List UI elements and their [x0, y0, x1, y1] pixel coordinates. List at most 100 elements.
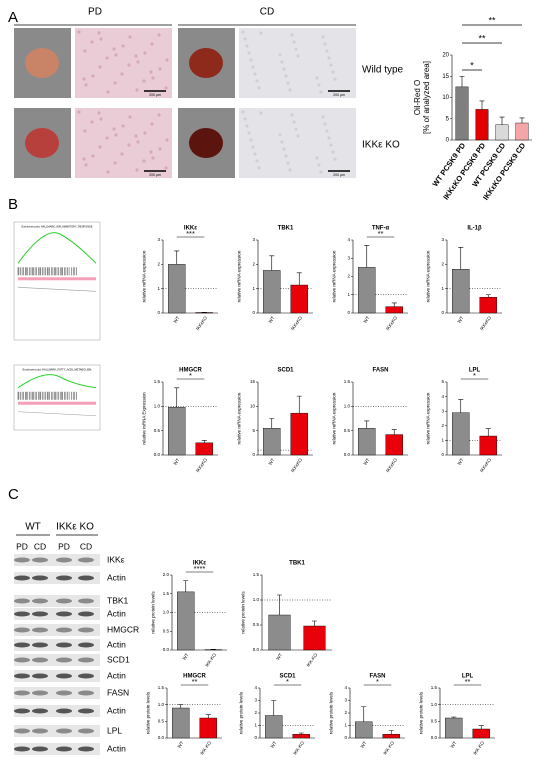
blot-band: [56, 575, 72, 581]
blot-band: [78, 746, 94, 752]
chart-title: LPL: [469, 368, 481, 374]
panel-letter: B: [8, 196, 18, 213]
y-tick-label: 3: [441, 237, 444, 242]
y-tick-label: 5: [252, 428, 255, 433]
blot-band: [56, 673, 72, 679]
histology-texture: [134, 54, 138, 58]
blot-band: [14, 728, 30, 734]
histology-texture: [150, 122, 154, 126]
blot-band: [14, 642, 30, 648]
y-tick-label: 3: [254, 698, 257, 703]
y-tick-label: 0.5: [431, 719, 438, 724]
y-axis-label: relative protein levels: [418, 691, 423, 734]
y-tick-label: 1: [254, 723, 257, 728]
histology-texture: [112, 47, 116, 51]
bar: [472, 728, 490, 739]
x-tick-label: WT: [172, 315, 180, 324]
histology-texture: [333, 157, 337, 161]
y-tick-label: 4: [344, 685, 347, 690]
x-tick-label: IKKεKO: [479, 315, 492, 331]
blot-band: [32, 611, 48, 617]
x-tick-label: WT: [181, 652, 189, 661]
blot-band: [56, 690, 72, 696]
histology-texture: [77, 110, 81, 114]
y-tick-label: 4: [441, 394, 444, 399]
histology-texture: [290, 33, 294, 37]
error-bar: [451, 716, 457, 718]
y-tick-label: 1.0: [253, 597, 260, 602]
liver: [189, 128, 223, 158]
histology-texture: [114, 133, 118, 137]
chart-title: FASN: [369, 674, 385, 680]
histology-texture: [128, 115, 132, 119]
blot-band: [78, 557, 94, 563]
chart-title: LPL: [462, 674, 474, 680]
gsea-curve: [17, 374, 97, 389]
significance-label: ****: [194, 564, 206, 573]
histology-texture: [128, 35, 132, 39]
y-axis-label: [% of analyzed area]: [422, 61, 431, 134]
error-bar: [183, 580, 189, 592]
blot-band: [14, 557, 30, 563]
bar: [358, 428, 376, 456]
histology-texture: [282, 147, 286, 151]
blot-band: [14, 690, 30, 696]
y-tick-label: 4: [254, 685, 257, 690]
histology-texture: [333, 77, 337, 81]
lane-label: PD: [58, 541, 70, 551]
y-tick-label: 10: [442, 95, 449, 101]
histology-texture: [327, 56, 331, 60]
blot-label: IKKε: [107, 554, 125, 564]
bar: [168, 264, 186, 314]
blot-band: [14, 627, 30, 633]
histology-texture: [321, 35, 325, 39]
histology-texture: [135, 88, 139, 92]
histology-texture: [290, 113, 294, 117]
y-tick-label: 2: [344, 710, 347, 715]
histology: [75, 108, 172, 178]
y-axis-label: relative protein levels: [240, 591, 245, 634]
y-tick-label: 0: [254, 735, 257, 740]
blot-band: [78, 708, 94, 714]
error-bar: [459, 75, 465, 87]
blot-band: [14, 708, 30, 714]
histology-texture: [327, 136, 331, 140]
y-tick-label: 0: [347, 310, 350, 315]
blot-band: [32, 746, 48, 752]
lane-label: PD: [16, 541, 28, 551]
x-tick-label: WT: [362, 457, 370, 466]
histology-texture: [241, 30, 245, 34]
error-bar: [178, 704, 184, 708]
chart-title: SCD1: [277, 368, 294, 374]
bar: [195, 442, 213, 456]
x-tick-label: IKK-KO: [382, 740, 395, 756]
significance-label: **: [192, 677, 198, 686]
blot-band: [56, 627, 72, 633]
blot-label: Actin: [107, 743, 126, 753]
group-label: IKKε KO: [56, 522, 94, 533]
blot-band: [78, 673, 94, 679]
gsea-rank-bar: [18, 277, 96, 281]
y-tick-label: 0: [441, 310, 444, 315]
blot-band: [14, 598, 30, 604]
y-tick-label: 1: [157, 286, 160, 291]
y-tick-label: 1.5: [344, 379, 351, 384]
scale-bar-label: 200 µm: [333, 173, 345, 177]
y-axis-label: relative mRNA expression: [425, 250, 430, 302]
x-tick-label: IKK-KO: [199, 740, 212, 756]
histology-texture: [149, 70, 153, 74]
error-bar: [269, 418, 275, 429]
histology-texture: [294, 47, 298, 51]
y-tick-label: 1.5: [158, 685, 165, 690]
histology: [239, 28, 356, 98]
histology-texture: [143, 51, 147, 55]
blot-band: [32, 673, 48, 679]
blot-band: [14, 673, 30, 679]
x-tick-label: WT: [267, 315, 275, 324]
y-axis-label: relative protein levels: [328, 691, 333, 734]
histology-texture: [98, 145, 102, 149]
histology-texture: [136, 140, 140, 144]
histology-texture: [120, 152, 124, 156]
blot-label: Actin: [107, 705, 126, 715]
